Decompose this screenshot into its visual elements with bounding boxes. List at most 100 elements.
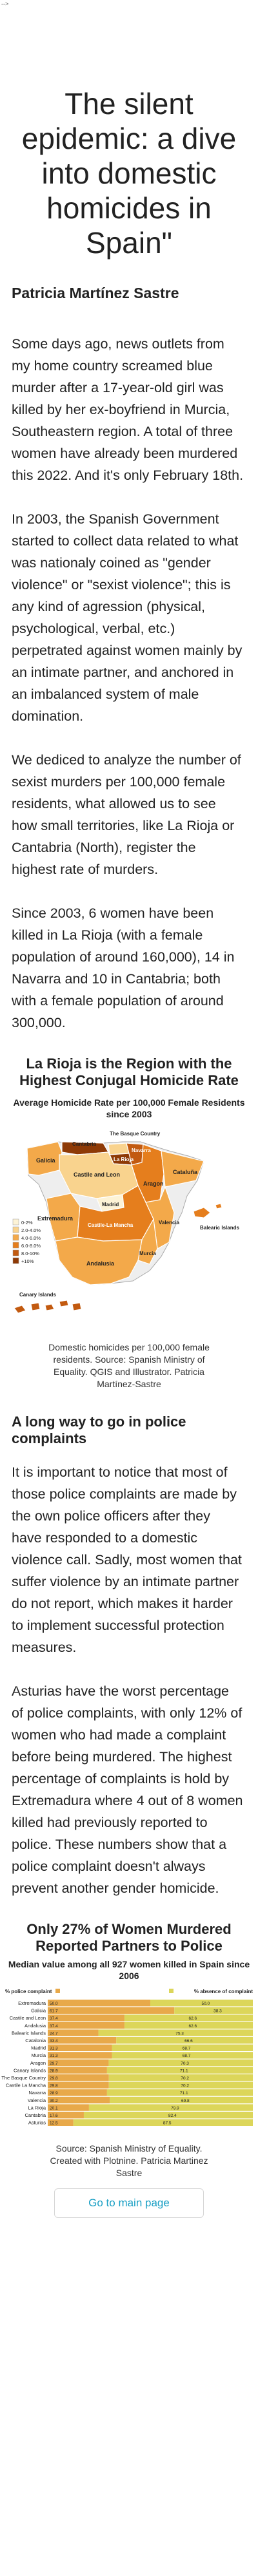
- series-label-police-complaint: % police complaint: [5, 1989, 52, 1994]
- series-swatch-police-complaint: [55, 1989, 60, 1993]
- value-label-police-complaint: 20.1: [50, 2106, 58, 2110]
- category-label: La Rioja: [28, 2105, 46, 2110]
- chart-subtitle: Median value among all 927 women killed …: [8, 1959, 250, 1981]
- bar-police-complaint: [48, 2081, 109, 2088]
- value-label-police-complaint: 61.7: [50, 2009, 58, 2014]
- bar-absence-complaint: [174, 2007, 253, 2014]
- bar-police-complaint: [48, 2119, 74, 2126]
- value-label-police-complaint: 29.7: [50, 2061, 58, 2066]
- paragraph-1: Some days ago, news outlets from my home…: [12, 336, 244, 483]
- bar-absence-complaint: [116, 2037, 253, 2044]
- legend-swatch: [12, 1218, 19, 1226]
- bar-police-complaint: [48, 2022, 124, 2029]
- category-label: Andalusia: [25, 2023, 46, 2029]
- map-subtitle: Average Homicide Rate per 100,000 Female…: [13, 1097, 245, 1119]
- bar-chart-figure: Only 27% of Women Murdered Reported Part…: [0, 1921, 258, 2179]
- value-label-police-complaint: 50.0: [50, 2002, 58, 2006]
- value-label-absence-complaint: 62.6: [188, 2016, 197, 2021]
- label-murcia: Murcia: [139, 1251, 156, 1256]
- label-navarra: Navarra: [132, 1148, 151, 1153]
- section-heading: A long way to go in police complaints: [12, 1414, 186, 1446]
- category-label: Murcia: [31, 2052, 46, 2058]
- legend-swatch: [12, 1249, 19, 1256]
- region-balearic-islands: [193, 1203, 223, 1218]
- map-figure: La Rioja is the Region with the Highest …: [0, 1056, 258, 1390]
- label-castile-la-mancha: Castile-La Mancha: [88, 1222, 134, 1228]
- bar-absence-complaint: [108, 2074, 253, 2081]
- category-label: The Basque Country: [1, 2075, 46, 2081]
- category-label: Balearic Islands: [12, 2030, 46, 2036]
- paragraph-6: Asturias have the worst percentage of po…: [12, 1683, 243, 1896]
- label-canary-islands: Canary Islands: [19, 1292, 56, 1298]
- button-wrap: Go to main page: [0, 2188, 258, 2218]
- label-castile-leon: Castile and Leon: [74, 1171, 120, 1178]
- value-label-police-complaint: 28.9: [50, 2069, 58, 2073]
- label-andalusia: Andalusia: [86, 1260, 115, 1267]
- legend-swatch: [12, 1226, 19, 1233]
- article-title: The silent epidemic: a dive into domesti…: [21, 87, 237, 260]
- bar-police-complaint: [48, 2044, 112, 2051]
- label-cantabria: Cantabria: [72, 1141, 96, 1147]
- region-andalusia: [55, 1236, 143, 1285]
- bar-police-complaint: [48, 2089, 107, 2096]
- bar-absence-complaint: [98, 2029, 253, 2036]
- value-label-police-complaint: 28.9: [50, 2091, 58, 2096]
- label-la-rioja: La Rioja: [114, 1157, 134, 1162]
- category-label: Galicia: [31, 2008, 46, 2014]
- paragraph-5: It is important to notice that most of t…: [12, 1464, 242, 1655]
- bar-police-complaint: [48, 2052, 112, 2059]
- value-label-absence-complaint: 79.9: [171, 2106, 179, 2110]
- paragraph-3: We dediced to analyze the number of sexi…: [12, 752, 241, 877]
- region-canary-islands: [14, 1300, 82, 1314]
- category-label: Valencia: [28, 2098, 46, 2103]
- category-label: Navarra: [28, 2090, 46, 2096]
- value-label-absence-complaint: 87.5: [163, 2121, 172, 2126]
- chart-caption: Source: Spanish Ministry of Equality. Cr…: [50, 2143, 208, 2178]
- category-label: Castile La Mancha: [6, 2083, 46, 2088]
- bar-police-complaint: [48, 2112, 84, 2119]
- category-label: Canary Islands: [14, 2067, 46, 2073]
- label-madrid: Madrid: [102, 1202, 119, 1208]
- value-label-police-complaint: 29.8: [50, 2076, 58, 2081]
- bar-police-complaint: [48, 2007, 175, 2014]
- bar-police-complaint: [48, 2059, 109, 2067]
- map-legend: 0-2%2.0-4.0% 4.0-6.0% 6.0-8.0% 8.0-10% +10%: [12, 1218, 41, 1264]
- label-aragon: Aragon: [143, 1180, 164, 1187]
- chart-title: Only 27% of Women Murdered Reported Part…: [26, 1921, 232, 1954]
- map-title: La Rioja is the Region with the Highest …: [19, 1056, 239, 1088]
- label-extremadura: Extremadura: [37, 1215, 74, 1222]
- bar-absence-complaint: [108, 2059, 253, 2067]
- legend-label: 6.0-8.0%: [21, 1243, 41, 1249]
- category-label: Cantabria: [25, 2112, 46, 2118]
- bar-absence-complaint: [124, 2022, 253, 2029]
- value-label-absence-complaint: 68.7: [183, 2047, 191, 2051]
- label-valencia: Valencia: [159, 1220, 180, 1226]
- legend-label: +10%: [21, 1258, 34, 1264]
- value-label-absence-complaint: 70.2: [181, 2076, 189, 2081]
- value-label-absence-complaint: 38.3: [213, 2009, 222, 2014]
- category-label: Catalonia: [25, 2038, 46, 2043]
- bar-police-complaint: [48, 2096, 110, 2104]
- bar-absence-complaint: [112, 2052, 253, 2059]
- category-label: Extremadura: [18, 2000, 46, 2006]
- label-balearic-islands: Balearic Islands: [200, 1225, 239, 1231]
- main-page-button[interactable]: Go to main page: [54, 2188, 204, 2218]
- stray-text: -->: [1, 1, 9, 7]
- bar-police-complaint: [48, 2074, 109, 2081]
- value-label-police-complaint: 37.4: [50, 2016, 58, 2021]
- bar-absence-complaint: [106, 2067, 253, 2074]
- category-label: Castile and Leon: [10, 2015, 46, 2021]
- bar-absence-complaint: [112, 2044, 253, 2051]
- paragraph-4: Since 2003, 6 women have been killed in …: [12, 905, 235, 1030]
- value-label-absence-complaint: 82.4: [168, 2114, 177, 2118]
- series-label-absence-complaint: % absence of complaint: [194, 1989, 253, 1994]
- value-label-absence-complaint: 71.1: [180, 2069, 188, 2073]
- category-label: Madrid: [31, 2045, 46, 2051]
- bar-police-complaint: [48, 2037, 117, 2044]
- bar-absence-complaint: [150, 2000, 253, 2007]
- value-label-absence-complaint: 62.6: [188, 2024, 197, 2029]
- value-label-absence-complaint: 68.7: [183, 2054, 191, 2058]
- value-label-absence-complaint: 70.3: [181, 2061, 189, 2066]
- value-label-absence-complaint: 75.3: [175, 2031, 184, 2036]
